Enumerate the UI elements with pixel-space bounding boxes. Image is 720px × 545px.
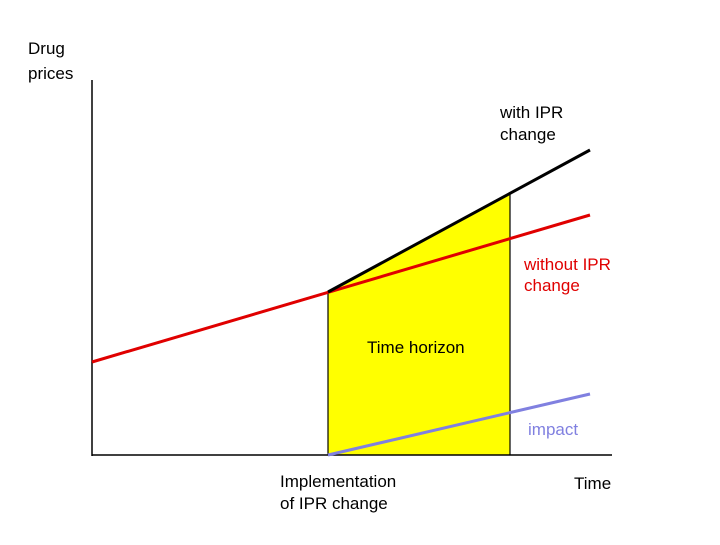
time-horizon-region [328, 193, 510, 455]
curve-label: impact [528, 420, 578, 439]
without-ipr-line [91, 213, 591, 364]
with-ipr-line [327, 148, 591, 294]
event-label: Implementation [280, 472, 396, 491]
y-axis-label: Drug [28, 39, 65, 58]
curve-label: change [500, 125, 556, 144]
curve-label: change [524, 276, 580, 295]
curve-label: with IPR [499, 103, 563, 122]
impact-line [327, 392, 591, 457]
region-label: Time horizon [367, 338, 465, 357]
event-label: of IPR change [280, 494, 388, 513]
curve-label: without IPR [523, 255, 611, 274]
y-axis-label: prices [28, 64, 73, 83]
x-axis-label: Time [574, 474, 611, 493]
